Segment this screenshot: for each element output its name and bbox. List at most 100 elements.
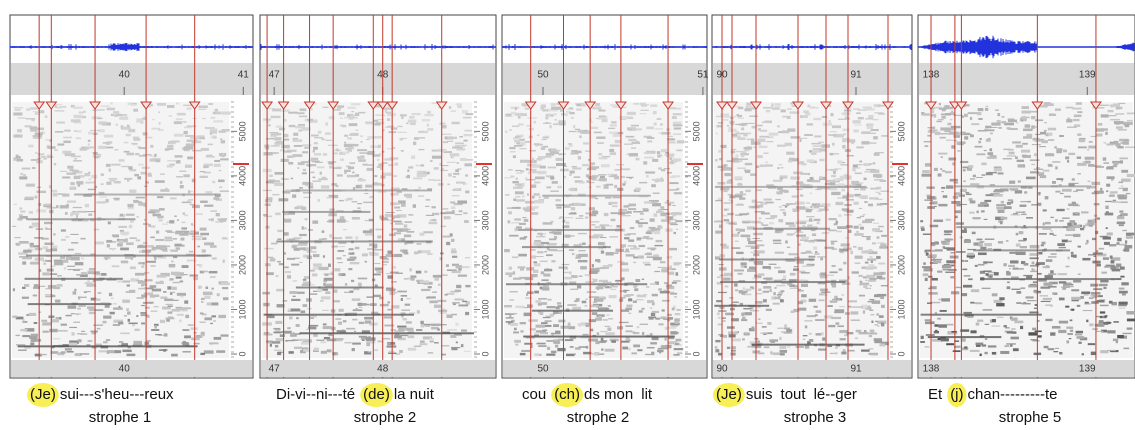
spectral-energy bbox=[621, 268, 629, 272]
spectral-energy bbox=[739, 191, 744, 195]
spectral-energy bbox=[542, 222, 553, 225]
spectral-energy bbox=[962, 105, 966, 108]
spectral-energy bbox=[796, 201, 805, 205]
spectral-energy bbox=[516, 172, 522, 174]
spectral-energy bbox=[273, 349, 282, 351]
spectral-energy bbox=[164, 236, 173, 240]
spectral-energy bbox=[754, 240, 763, 242]
spectral-energy bbox=[639, 237, 649, 239]
spectral-energy bbox=[876, 313, 879, 316]
spectral-energy bbox=[378, 271, 383, 273]
spectral-energy bbox=[1088, 164, 1095, 167]
spectral-energy bbox=[76, 181, 84, 185]
spectral-energy bbox=[320, 288, 329, 291]
spectral-energy bbox=[933, 167, 938, 172]
spectral-energy bbox=[765, 217, 775, 220]
spectral-energy bbox=[179, 170, 187, 172]
spectral-energy bbox=[362, 163, 368, 166]
spectral-energy bbox=[669, 216, 673, 220]
spectral-energy bbox=[1002, 158, 1012, 160]
spectral-energy bbox=[164, 239, 173, 242]
spectral-energy bbox=[75, 214, 78, 218]
spectral-energy bbox=[135, 152, 140, 156]
spectral-energy bbox=[723, 219, 730, 222]
spectral-energy bbox=[462, 116, 472, 119]
spectral-energy bbox=[596, 136, 606, 139]
formant-band bbox=[506, 283, 648, 286]
spectral-energy bbox=[1007, 148, 1014, 151]
spectral-energy bbox=[588, 296, 599, 298]
spectral-energy bbox=[657, 347, 668, 350]
spectral-energy bbox=[784, 205, 788, 208]
spectral-energy bbox=[660, 149, 667, 153]
spectral-energy bbox=[1104, 315, 1108, 317]
spectral-energy bbox=[813, 117, 822, 121]
spectral-energy bbox=[654, 281, 659, 285]
spectral-energy bbox=[368, 304, 376, 306]
spectral-energy bbox=[542, 316, 551, 319]
spectral-energy bbox=[585, 298, 588, 300]
spectral-energy bbox=[266, 121, 270, 123]
spectral-energy bbox=[725, 312, 735, 316]
spectral-energy bbox=[1118, 307, 1126, 309]
spectral-energy bbox=[863, 329, 867, 333]
spectral-energy bbox=[1076, 336, 1085, 339]
spectral-energy bbox=[803, 110, 809, 114]
spectral-energy bbox=[353, 330, 357, 332]
spectral-energy bbox=[800, 172, 811, 175]
spectral-energy bbox=[1023, 262, 1029, 266]
spectral-energy bbox=[969, 200, 976, 204]
spectral-energy bbox=[582, 163, 589, 167]
spectral-energy bbox=[380, 218, 389, 221]
spectral-energy bbox=[646, 175, 649, 178]
spectral-energy bbox=[397, 125, 403, 128]
spectral-energy bbox=[355, 174, 360, 177]
spectral-energy bbox=[649, 332, 653, 337]
frequency-label: 5000 bbox=[480, 121, 490, 141]
spectral-energy bbox=[1108, 300, 1113, 304]
spectral-energy bbox=[374, 284, 378, 287]
spectral-energy bbox=[759, 204, 764, 208]
spectral-energy bbox=[788, 253, 799, 256]
spectral-energy bbox=[784, 327, 791, 330]
spectral-energy bbox=[771, 107, 780, 110]
spectral-energy bbox=[408, 213, 414, 216]
spectral-energy bbox=[869, 197, 879, 200]
spectral-energy bbox=[1022, 142, 1028, 145]
spectral-energy bbox=[18, 349, 27, 351]
spectral-energy bbox=[951, 201, 961, 204]
spectral-energy bbox=[446, 161, 456, 163]
spectral-energy bbox=[447, 183, 450, 186]
spectral-energy bbox=[735, 132, 745, 135]
spectral-energy bbox=[405, 321, 412, 324]
spectral-energy bbox=[1033, 168, 1044, 171]
spectral-energy bbox=[329, 234, 333, 238]
spectral-energy bbox=[789, 158, 799, 162]
spectral-energy bbox=[416, 170, 426, 173]
spectral-energy bbox=[504, 313, 515, 315]
spectral-energy bbox=[714, 346, 718, 349]
spectral-energy bbox=[949, 255, 959, 259]
spectral-energy bbox=[1099, 304, 1109, 307]
spectral-energy bbox=[552, 312, 556, 315]
spectral-energy bbox=[574, 300, 579, 303]
spectral-energy bbox=[963, 239, 971, 244]
spectral-energy bbox=[622, 183, 626, 186]
spectral-energy bbox=[972, 217, 981, 219]
spectral-energy bbox=[120, 247, 129, 251]
spectral-energy bbox=[74, 158, 77, 160]
spectral-energy bbox=[1025, 176, 1036, 180]
spectral-energy bbox=[132, 323, 135, 327]
spectral-energy bbox=[739, 228, 745, 232]
spectral-energy bbox=[625, 325, 633, 327]
spectral-energy bbox=[739, 197, 746, 200]
spectral-energy bbox=[861, 131, 871, 134]
spectral-energy bbox=[717, 121, 724, 124]
spectral-energy bbox=[956, 251, 966, 253]
spectral-energy bbox=[138, 163, 144, 166]
spectral-energy bbox=[963, 133, 972, 135]
spectral-energy bbox=[866, 237, 871, 241]
spectral-energy bbox=[518, 138, 525, 142]
spectral-energy bbox=[1052, 161, 1061, 163]
spectral-energy bbox=[796, 229, 801, 232]
